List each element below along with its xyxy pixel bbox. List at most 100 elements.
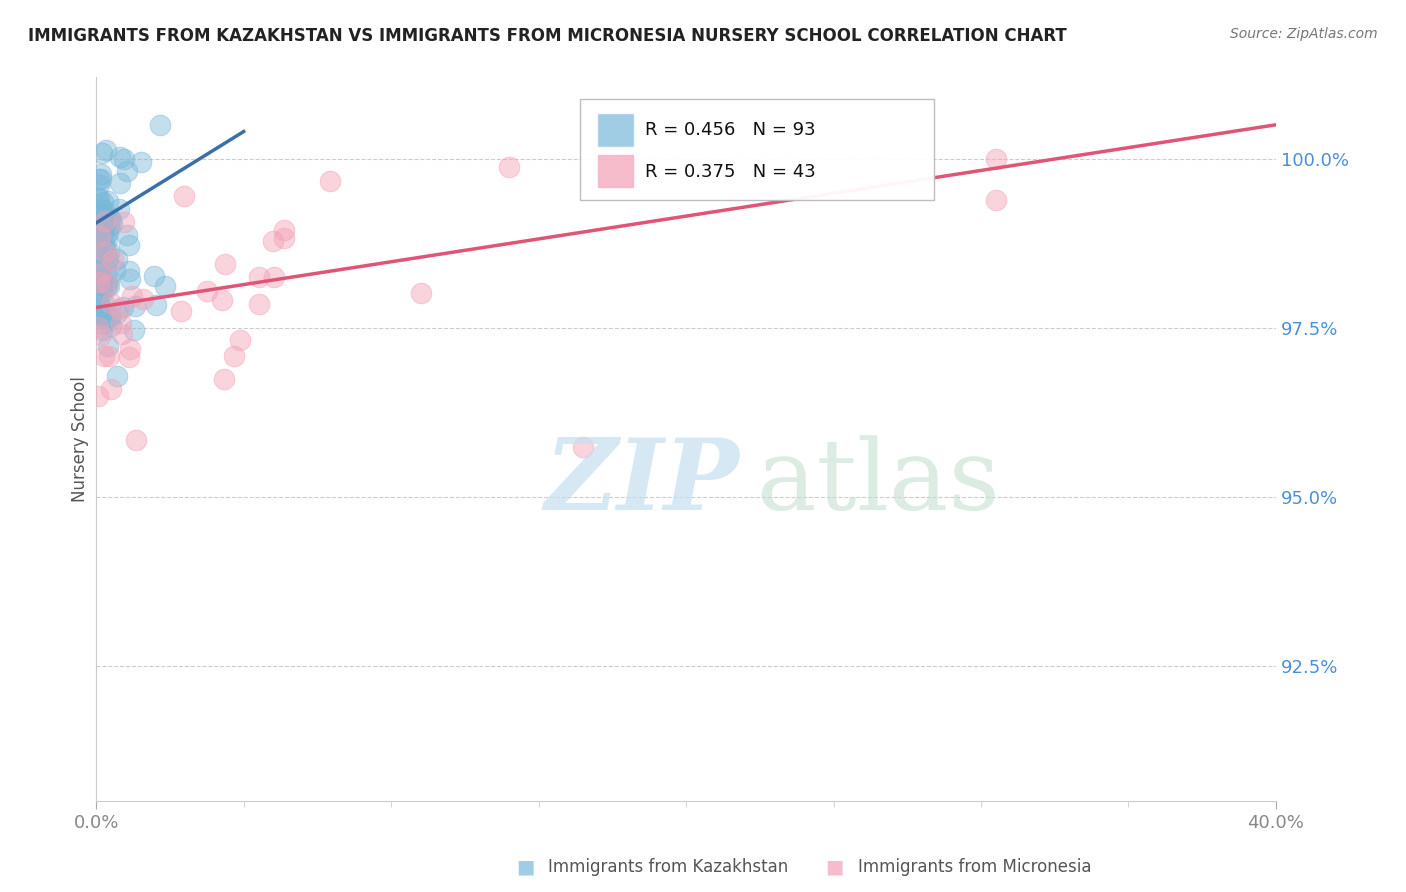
Point [90, 266, 112, 280]
Point [117, 228, 139, 243]
Point [263, 270, 285, 285]
Point [100, 213, 122, 227]
Text: Immigrants from Kazakhstan: Immigrants from Kazakhstan [548, 858, 789, 876]
Point [89, 198, 111, 212]
Point [107, 306, 129, 320]
Point [94, 214, 117, 228]
Point [112, 215, 135, 229]
Point [90, 308, 112, 322]
Point [96, 264, 118, 278]
Point [132, 292, 155, 306]
Point [195, 284, 218, 298]
Point [121, 289, 143, 303]
Point [229, 333, 252, 347]
Point [87, 275, 110, 289]
Point [87, 178, 110, 192]
Point [87, 202, 110, 216]
Point [86, 222, 108, 236]
Text: IMMIGRANTS FROM KAZAKHSTAN VS IMMIGRANTS FROM MICRONESIA NURSERY SCHOOL CORRELAT: IMMIGRANTS FROM KAZAKHSTAN VS IMMIGRANTS… [28, 27, 1067, 45]
Point [98, 349, 121, 363]
Point [87, 248, 110, 262]
Point [91, 224, 114, 238]
Point [110, 317, 132, 331]
Point [108, 301, 131, 316]
Point [87, 293, 110, 308]
Text: ZIP: ZIP [544, 434, 740, 531]
Text: ■: ■ [825, 857, 844, 876]
Point [89, 207, 111, 221]
Point [91, 274, 114, 288]
Point [91, 277, 114, 291]
Point [86, 237, 108, 252]
Point [87, 319, 110, 334]
Point [93, 236, 115, 251]
Point [100, 296, 122, 310]
Text: Source: ZipAtlas.com: Source: ZipAtlas.com [1230, 27, 1378, 41]
Bar [598, 113, 633, 146]
Point [262, 235, 284, 249]
Point [86, 191, 108, 205]
Point [108, 150, 131, 164]
Point [96, 233, 118, 247]
Point [112, 152, 135, 166]
Point [93, 211, 115, 225]
Point [89, 210, 111, 224]
Point [90, 323, 112, 337]
Point [118, 237, 141, 252]
FancyBboxPatch shape [579, 99, 934, 201]
Text: Immigrants from Micronesia: Immigrants from Micronesia [858, 858, 1091, 876]
Point [89, 171, 111, 186]
Point [97, 339, 120, 353]
Point [145, 298, 167, 312]
Point [87, 191, 110, 205]
Point [118, 343, 141, 357]
Point [90, 172, 112, 186]
Point [98, 279, 121, 293]
Point [94, 277, 117, 292]
Point [86, 273, 108, 287]
Point [91, 317, 114, 331]
Point [89, 304, 111, 318]
Text: R = 0.456   N = 93: R = 0.456 N = 93 [645, 120, 815, 138]
Point [129, 155, 152, 169]
Point [86, 389, 108, 403]
Point [100, 382, 122, 396]
Point [115, 164, 138, 178]
Point [273, 223, 295, 237]
Bar [598, 155, 633, 187]
Point [96, 311, 118, 326]
Point [89, 311, 111, 326]
Point [149, 118, 172, 132]
Point [247, 297, 270, 311]
Point [273, 231, 295, 245]
Point [98, 219, 121, 233]
Point [86, 242, 108, 256]
Point [86, 222, 108, 236]
Point [89, 229, 111, 244]
Point [89, 265, 111, 279]
Point [247, 270, 270, 285]
Point [93, 217, 115, 231]
Point [173, 188, 195, 202]
Point [87, 271, 110, 285]
Point [214, 372, 236, 386]
Point [125, 433, 148, 447]
Point [94, 218, 117, 232]
Point [90, 286, 112, 301]
Point [98, 244, 121, 259]
Point [94, 245, 117, 260]
Point [90, 277, 112, 292]
Point [96, 143, 118, 157]
Point [409, 285, 432, 300]
Point [984, 152, 1007, 166]
Point [104, 263, 127, 277]
Point [90, 328, 112, 343]
Point [91, 195, 114, 210]
Point [118, 264, 141, 278]
Point [122, 323, 145, 337]
Point [91, 223, 114, 237]
Point [90, 262, 112, 277]
Point [93, 241, 115, 255]
Point [90, 167, 112, 181]
Point [86, 305, 108, 319]
